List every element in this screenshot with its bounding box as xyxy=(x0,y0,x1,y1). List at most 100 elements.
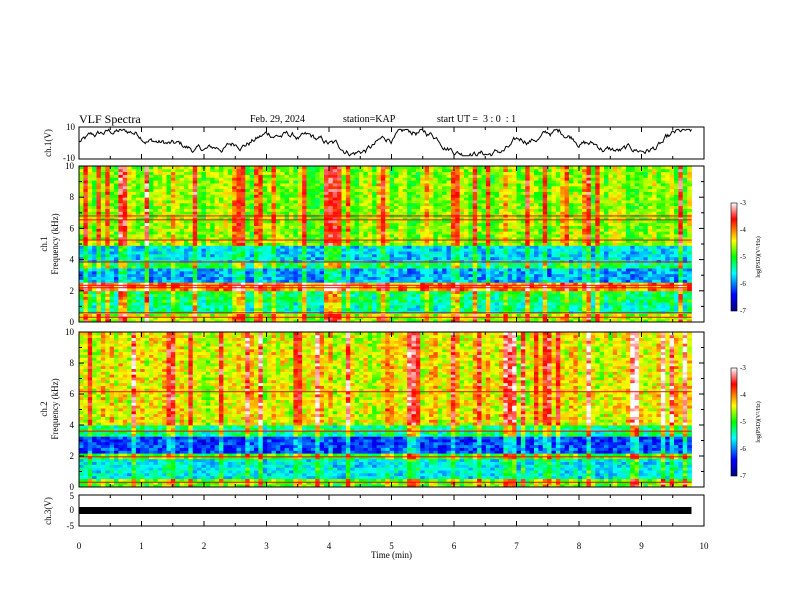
spectrogram-cell xyxy=(227,307,233,312)
spectrogram-cell xyxy=(442,259,447,263)
spectrogram-cell xyxy=(249,273,255,278)
spectrogram-cell xyxy=(197,231,202,235)
spectrogram-cell xyxy=(485,293,491,297)
spectrogram-cell xyxy=(100,225,106,229)
spectrogram-cell xyxy=(455,276,461,280)
spectrogram-cell xyxy=(240,307,246,312)
spectrogram-cell xyxy=(595,231,601,235)
spectrogram-cell xyxy=(262,219,268,224)
spectrogram-cell xyxy=(617,239,622,243)
spectrogram-cell xyxy=(324,268,329,272)
spectrogram-cell xyxy=(170,222,176,226)
spectrogram-cell xyxy=(223,242,229,246)
spectrogram-cell xyxy=(547,270,552,275)
spectrogram-cell xyxy=(324,222,329,226)
spectrogram-cell xyxy=(490,285,496,289)
spectrogram-cell xyxy=(170,256,176,260)
spectrogram-cell xyxy=(350,256,356,260)
spectrogram-cell xyxy=(586,319,592,323)
spectrogram-cell xyxy=(525,307,531,312)
spectrogram-cell xyxy=(337,270,342,275)
spectrogram-cell xyxy=(402,270,408,275)
spectrogram-cell xyxy=(245,222,251,226)
spectrogram-cell xyxy=(275,276,281,280)
spectrogram-cell xyxy=(652,262,657,266)
spectrogram-cell xyxy=(254,228,259,232)
spectrogram-cell xyxy=(643,304,649,309)
spectrogram-cell xyxy=(442,236,447,241)
spectrogram-cell xyxy=(83,276,89,280)
spectrogram-cell xyxy=(184,276,189,280)
spectrogram-cell xyxy=(359,279,364,283)
spectrogram-cell xyxy=(310,290,316,295)
spectrogram-cell xyxy=(625,231,631,235)
spectrogram-cell xyxy=(507,242,513,246)
spectrogram-cell xyxy=(437,234,443,238)
spectrogram-cell xyxy=(385,262,391,266)
spectrogram-cell xyxy=(170,228,176,232)
spectrogram-cell xyxy=(131,242,137,246)
spectrogram-cell xyxy=(284,287,290,292)
spectrogram-cell xyxy=(140,276,146,280)
spectrogram-cell xyxy=(656,251,662,255)
spectrogram-cell xyxy=(630,259,636,263)
spectrogram-cell xyxy=(105,231,111,235)
spectrogram-cell xyxy=(232,253,237,258)
spectrogram-cell xyxy=(639,307,644,312)
spectrogram-cell xyxy=(652,293,657,297)
spectrogram-cell xyxy=(354,236,360,241)
spectrogram-cell xyxy=(114,276,119,280)
spectrogram-cell xyxy=(122,222,128,226)
spectrogram-cell xyxy=(284,231,290,235)
spectrogram-cell xyxy=(179,228,185,232)
spectrogram-cell xyxy=(179,302,185,306)
spectrogram-cell xyxy=(135,282,141,286)
spectrogram-cell xyxy=(166,299,172,303)
spectrogram-cell xyxy=(481,307,487,312)
spectrogram-cell xyxy=(512,256,517,260)
spectrogram-cell xyxy=(564,296,570,300)
spectrogram-cell xyxy=(96,299,102,303)
spectrogram-cell xyxy=(127,279,132,283)
spectrogram-cell xyxy=(332,228,338,232)
spectrogram-cell xyxy=(79,219,84,224)
spectrogram-cell xyxy=(442,319,447,323)
spectrogram-cell xyxy=(481,228,487,232)
spectrogram-cell xyxy=(262,299,268,303)
spectrogram-cell xyxy=(240,239,246,243)
spectrogram-cell xyxy=(114,268,119,272)
spectrogram-cell xyxy=(674,296,679,300)
spectrogram-cell xyxy=(516,222,522,226)
spectrogram-cell xyxy=(149,287,154,292)
spectrogram-cell xyxy=(420,313,426,317)
spectrogram-cell xyxy=(245,231,251,235)
spectrogram-cell xyxy=(687,245,692,249)
spectrogram-cell xyxy=(87,245,93,249)
spectrogram-cell xyxy=(118,219,124,224)
spectrogram-cell xyxy=(516,316,522,320)
spectrogram-cell xyxy=(337,319,342,323)
spectrogram-cell xyxy=(175,225,181,229)
spectrogram-cell xyxy=(669,279,675,283)
spectrogram-cell xyxy=(341,316,347,320)
spectrogram-cell xyxy=(630,253,636,258)
spectrogram-cell xyxy=(687,228,692,232)
spectrogram-cell xyxy=(411,282,417,286)
spectrogram-cell xyxy=(656,307,662,312)
spectrogram-cell xyxy=(499,282,504,286)
spectrogram-cell xyxy=(271,242,277,246)
spectrogram-cell xyxy=(332,242,338,246)
spectrogram-cell xyxy=(315,299,321,303)
spectrogram-cell xyxy=(284,228,290,232)
spectrogram-cell xyxy=(92,273,97,278)
spectrogram-cell xyxy=(306,319,312,323)
spectrogram-cell xyxy=(149,248,154,252)
spectrogram-cell xyxy=(503,279,509,283)
spectrogram-cell xyxy=(420,256,426,260)
spectrogram-cell xyxy=(337,251,342,255)
spectrogram-cell xyxy=(166,279,172,283)
spectrogram-cell xyxy=(153,231,159,235)
spectrogram-cell xyxy=(83,319,89,323)
spectrogram-cell xyxy=(245,228,251,232)
spectrogram-cell xyxy=(464,236,469,241)
